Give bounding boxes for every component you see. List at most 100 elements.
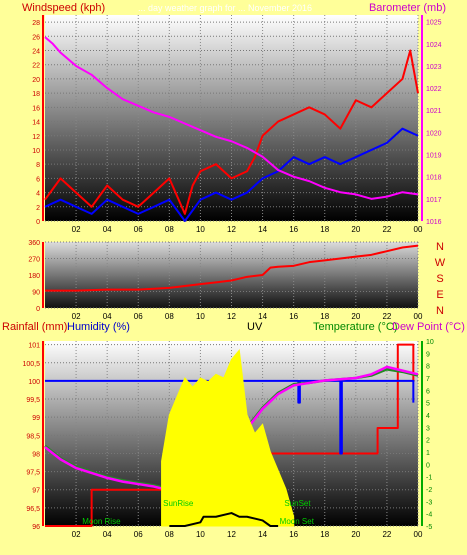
x-tick-label: 22 xyxy=(382,225,391,234)
x-tick-label: 20 xyxy=(351,312,360,321)
y-tick-label: 98,5 xyxy=(26,433,40,440)
annotation-label: Moon Rise xyxy=(82,517,121,526)
y-tick-label: 0 xyxy=(36,219,40,226)
y-tick-label: 28 xyxy=(32,20,40,27)
y-tick-label: 26 xyxy=(32,34,40,41)
y-tick-label: 24 xyxy=(32,49,40,56)
x-tick-label: 12 xyxy=(227,225,236,234)
x-tick-label: 16 xyxy=(289,530,298,539)
x-tick-label: 08 xyxy=(165,312,174,321)
x-tick-label: 02 xyxy=(72,530,81,539)
y2-tick-label: 1018 xyxy=(426,175,442,182)
x-tick-label: 00 xyxy=(414,312,423,321)
rainfall-series xyxy=(45,343,415,527)
y2-tick-label: -2 xyxy=(426,487,432,494)
y2-tick-label: 6 xyxy=(426,388,430,395)
y2-tick-label: 9 xyxy=(426,351,430,358)
y2-tick-label: 7 xyxy=(426,376,430,383)
x-tick-label: 06 xyxy=(134,530,143,539)
y2-tick-label: 1019 xyxy=(426,153,442,160)
y2-tick-label: -3 xyxy=(426,499,432,506)
y-tick-label: 20 xyxy=(32,77,40,84)
y-tick-label: 97 xyxy=(32,488,40,495)
y-tick-label: 100,5 xyxy=(22,361,40,368)
y-tick-label: 96 xyxy=(32,524,40,531)
x-tick-label: 00 xyxy=(414,225,423,234)
y-tick-label: 270 xyxy=(28,257,40,264)
y-tick-label: 2 xyxy=(36,205,40,212)
y-tick-label: 99,5 xyxy=(26,397,40,404)
uv-title: UV xyxy=(247,321,263,333)
annotation-label: SunRise xyxy=(163,499,194,508)
y-tick-label: 22 xyxy=(32,63,40,70)
x-tick-label: 14 xyxy=(258,225,267,234)
humidity-series xyxy=(45,379,415,455)
x-tick-label: 18 xyxy=(320,312,329,321)
x-tick-label: 08 xyxy=(165,225,174,234)
x-tick-label: 12 xyxy=(227,530,236,539)
gust-average-series xyxy=(44,127,419,222)
x-tick-label: 06 xyxy=(134,225,143,234)
y2-tick-label: 5 xyxy=(426,401,430,408)
x-tick-label: 10 xyxy=(196,312,205,321)
x-tick-label: 16 xyxy=(289,225,298,234)
x-tick-label: 22 xyxy=(382,530,391,539)
annotation-label: SunSet xyxy=(284,499,311,508)
compass-label: N xyxy=(436,241,444,253)
y2-tick-label: 1 xyxy=(426,450,430,457)
temperature-title: Temperature (°C) xyxy=(313,321,397,333)
x-tick-label: 02 xyxy=(72,312,81,321)
compass-label: E xyxy=(436,289,443,301)
x-tick-label: 20 xyxy=(351,530,360,539)
compass-label: S xyxy=(436,273,443,285)
y-tick-label: 97,5 xyxy=(26,470,40,477)
x-tick-label: 04 xyxy=(103,225,112,234)
x-tick-label: 08 xyxy=(165,530,174,539)
windspeed-series xyxy=(44,49,419,215)
y-tick-label: 8 xyxy=(36,162,40,169)
y2-tick-label: 4 xyxy=(426,413,430,420)
x-tick-label: 16 xyxy=(289,312,298,321)
x-tick-label: 00 xyxy=(414,530,423,539)
y2-tick-label: -1 xyxy=(426,475,432,482)
y-tick-label: 360 xyxy=(28,240,40,247)
x-tick-label: 18 xyxy=(320,530,329,539)
y-tick-label: 101 xyxy=(28,343,40,350)
y-tick-label: 16 xyxy=(32,105,40,112)
y-tick-label: 98 xyxy=(32,451,40,458)
y2-tick-label: 1023 xyxy=(426,64,442,71)
solar-series xyxy=(169,512,279,527)
y-tick-label: 100 xyxy=(28,379,40,386)
y-tick-label: 12 xyxy=(32,134,40,141)
y2-tick-label: 1024 xyxy=(426,42,442,49)
x-tick-label: 14 xyxy=(258,312,267,321)
chart-subtitle: ... day weather graph for ... November 2… xyxy=(138,3,312,13)
y2-tick-label: 1022 xyxy=(426,86,442,93)
annotation-label: Moon Set xyxy=(280,517,315,526)
y2-tick-label: 1020 xyxy=(426,130,442,137)
y2-tick-label: 1017 xyxy=(426,197,442,204)
x-tick-label: 04 xyxy=(103,530,112,539)
x-tick-label: 06 xyxy=(134,312,143,321)
y2-tick-label: 2 xyxy=(426,438,430,445)
y2-tick-label: 0 xyxy=(426,462,430,469)
y2-tick-label: 8 xyxy=(426,364,430,371)
y-tick-label: 90 xyxy=(32,290,40,297)
y2-tick-label: -5 xyxy=(426,524,432,531)
barometer-title: Barometer (mb) xyxy=(369,2,446,14)
x-tick-label: 22 xyxy=(382,312,391,321)
windspeed-title: Windspeed (kph) xyxy=(22,2,105,14)
y2-tick-label: 3 xyxy=(426,425,430,432)
x-tick-label: 02 xyxy=(72,225,81,234)
compass-label: N xyxy=(436,305,444,317)
wind-barometer-panel: Windspeed (kph) ... day weather graph fo… xyxy=(22,2,446,234)
y2-tick-label: 10 xyxy=(426,339,434,346)
y2-tick-label: -4 xyxy=(426,512,432,519)
uv-area xyxy=(161,349,295,527)
wind-direction-series xyxy=(45,244,419,292)
x-tick-label: 14 xyxy=(258,530,267,539)
temperature-humidity-panel: Rainfall (mm) Humidity (%) UV Temperatur… xyxy=(2,321,465,539)
rainfall-title: Rainfall (mm) xyxy=(2,321,67,333)
x-tick-label: 04 xyxy=(103,312,112,321)
